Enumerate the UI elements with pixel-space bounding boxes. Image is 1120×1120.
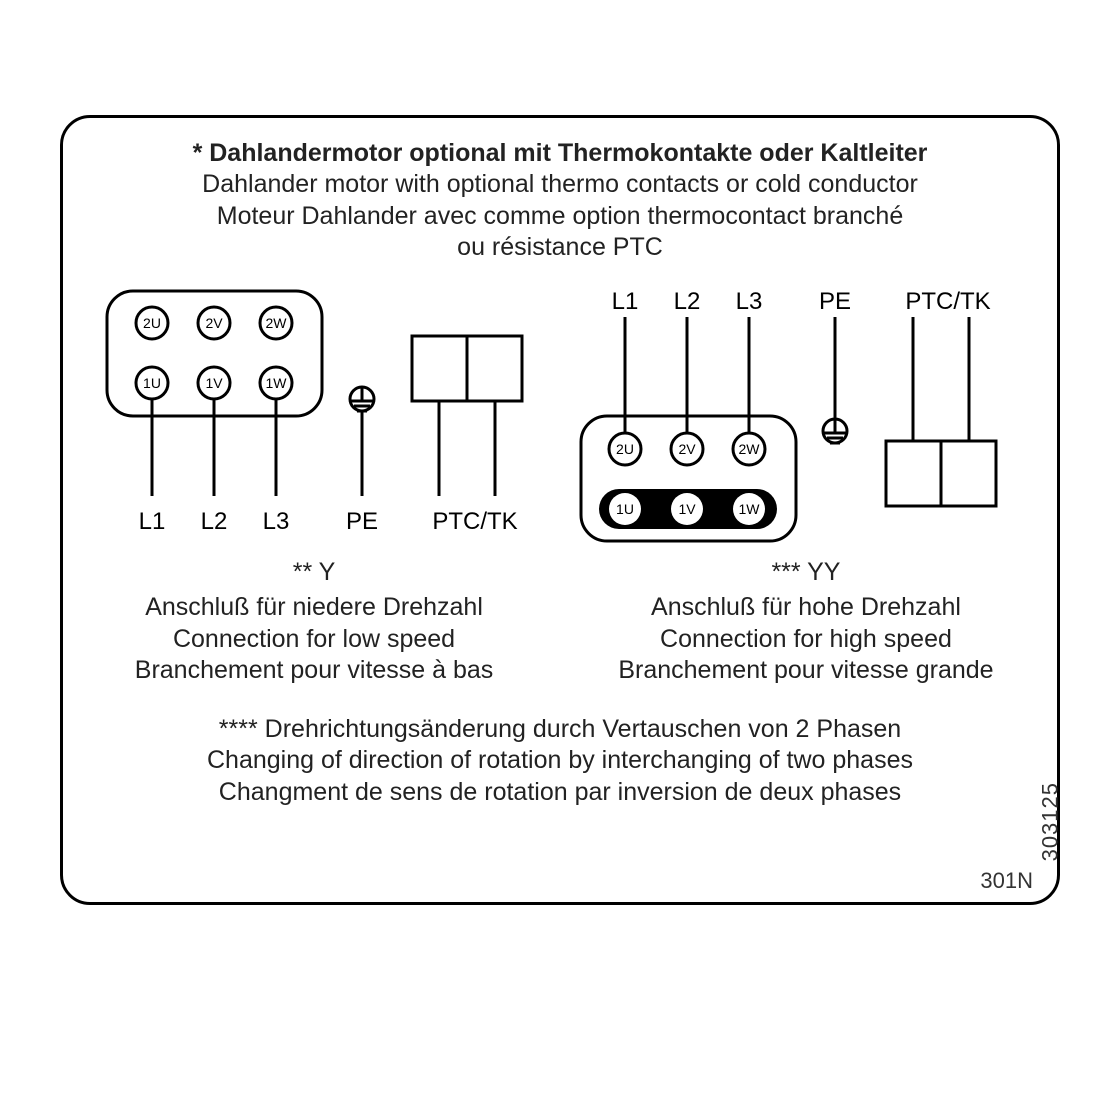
footer-block: **** Drehrichtungsänderung durch Vertaus…: [87, 714, 1033, 808]
caption-right-head: *** YY: [579, 557, 1033, 588]
caption-left-head: ** Y: [87, 557, 541, 588]
header-block: * Dahlandermotor optional mit Thermokont…: [87, 138, 1033, 263]
r-term-2v: 2V: [678, 441, 696, 457]
r-term-1w: 1W: [739, 501, 761, 517]
term-2u: 2U: [143, 315, 161, 331]
header-fr2: ou résistance PTC: [87, 232, 1033, 263]
caption-left: ** Y Anschluß für niedere Drehzahl Conne…: [87, 557, 541, 686]
r-label-l3: L3: [736, 288, 763, 315]
r-label-ptc: PTC/TK: [905, 288, 990, 315]
term-1u: 1U: [143, 375, 161, 391]
captions-row: ** Y Anschluß für niedere Drehzahl Conne…: [87, 557, 1033, 686]
label-l2: L2: [201, 508, 228, 535]
r-label-pe: PE: [819, 288, 851, 315]
caption-right-de: Anschluß für hohe Drehzahl: [579, 592, 1033, 623]
r-term-1u: 1U: [616, 501, 634, 517]
label-pe: PE: [346, 508, 378, 535]
code-bottom: 301N: [980, 868, 1033, 894]
label-l3: L3: [263, 508, 290, 535]
r-label-l1: L1: [612, 288, 639, 315]
term-1v: 1V: [205, 375, 223, 391]
caption-right-fr: Branchement pour vitesse grande: [579, 655, 1033, 686]
caption-left-de: Anschluß für niedere Drehzahl: [87, 592, 541, 623]
caption-left-en: Connection for low speed: [87, 624, 541, 655]
footer-de: **** Drehrichtungsänderung durch Vertaus…: [87, 714, 1033, 745]
r-term-1v: 1V: [678, 501, 696, 517]
header-fr1: Moteur Dahlander avec comme option therm…: [87, 201, 1033, 232]
header-de: * Dahlandermotor optional mit Thermokont…: [87, 138, 1033, 169]
label-ptc: PTC/TK: [432, 508, 517, 535]
code-side: 303125: [1037, 782, 1063, 861]
diagram-right: L1 L2 L3 PE PTC/TK: [563, 281, 1033, 551]
r-term-2w: 2W: [739, 441, 761, 457]
label-l1: L1: [139, 508, 166, 535]
diagram-left: 2U 2V 2W 1U 1V 1W L1 L2 L3 PE PTC/TK: [87, 281, 557, 551]
diagrams-row: 2U 2V 2W 1U 1V 1W L1 L2 L3 PE PTC/TK L1 …: [87, 281, 1033, 551]
caption-left-fr: Branchement pour vitesse à bas: [87, 655, 541, 686]
r-term-2u: 2U: [616, 441, 634, 457]
footer-fr: Changment de sens de rotation par invers…: [87, 777, 1033, 808]
caption-right: *** YY Anschluß für hohe Drehzahl Connec…: [579, 557, 1033, 686]
header-en: Dahlander motor with optional thermo con…: [87, 169, 1033, 200]
diagram-frame: * Dahlandermotor optional mit Thermokont…: [60, 115, 1060, 905]
term-2w: 2W: [266, 315, 288, 331]
caption-right-en: Connection for high speed: [579, 624, 1033, 655]
footer-en: Changing of direction of rotation by int…: [87, 745, 1033, 776]
term-1w: 1W: [266, 375, 288, 391]
term-2v: 2V: [205, 315, 223, 331]
r-label-l2: L2: [674, 288, 701, 315]
